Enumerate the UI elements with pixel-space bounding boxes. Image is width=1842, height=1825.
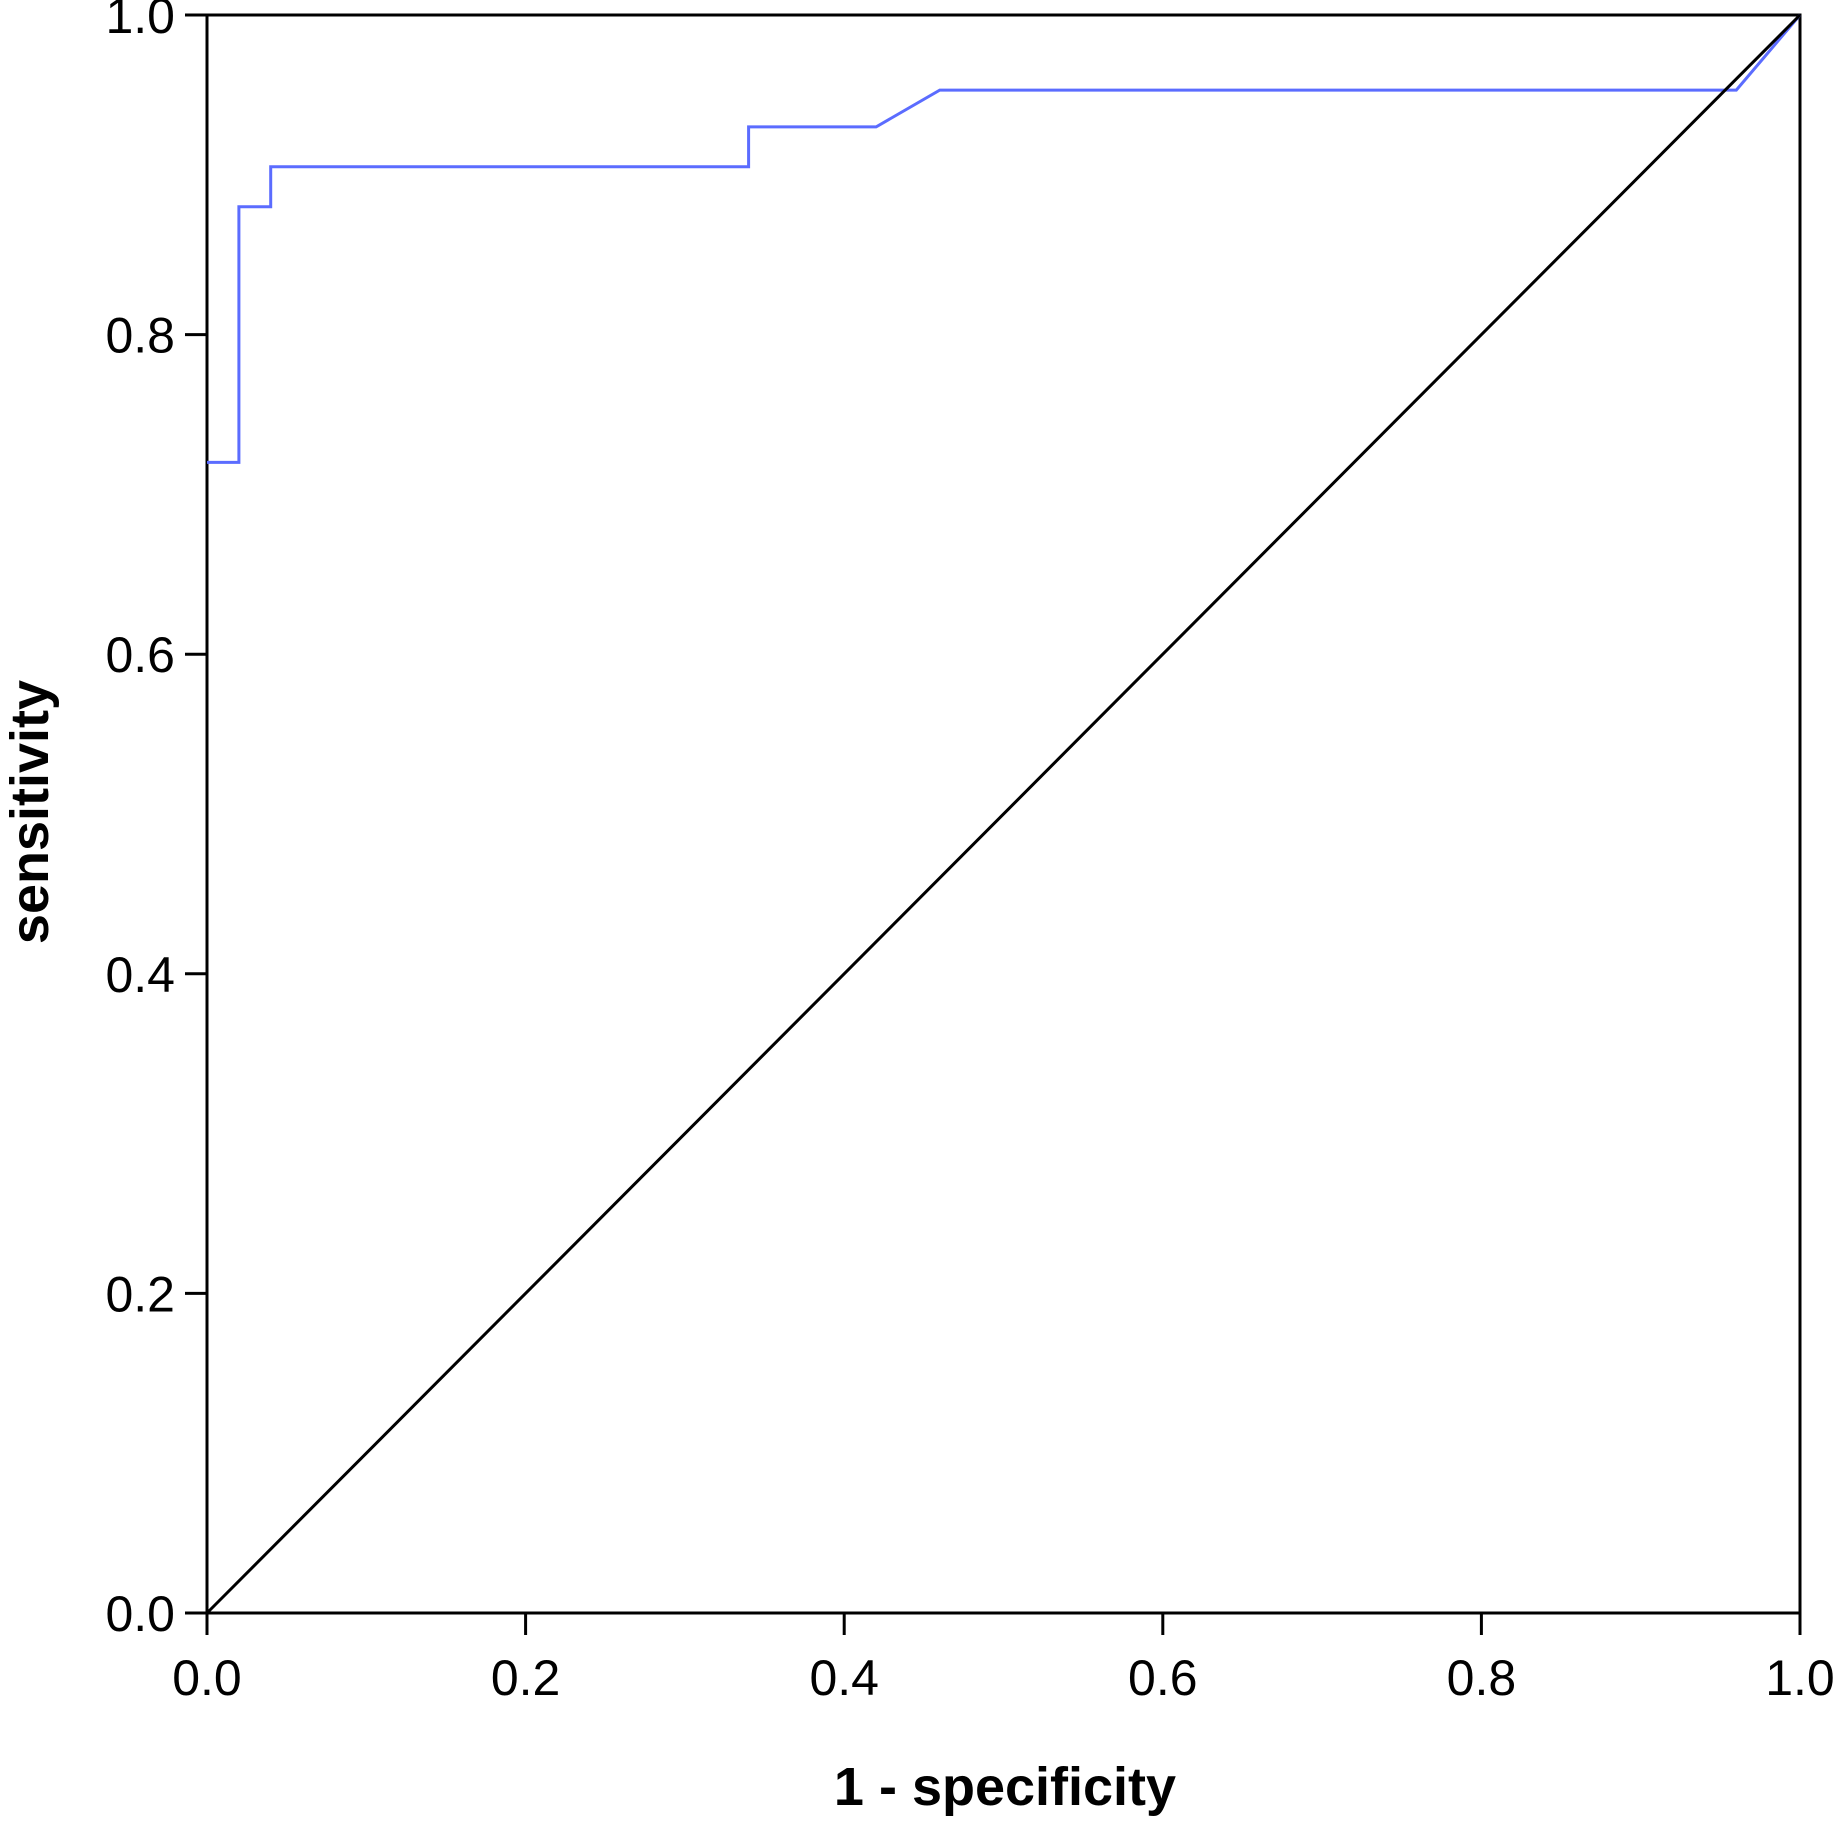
y-axis-label: sensitivity <box>0 680 60 944</box>
plot-frame <box>205 13 1802 1615</box>
x-tick-label-3: 0.6 <box>1128 1650 1198 1706</box>
y-tick-label-2: 0.4 <box>105 947 175 1003</box>
y-tick-label-1: 0.2 <box>105 1266 175 1322</box>
y-tick-label-4: 0.8 <box>105 308 175 364</box>
y-tick-label-5: 1.0 <box>105 0 175 44</box>
y-tick-label-0: 0.0 <box>105 1586 175 1642</box>
y-tick-label-3: 0.6 <box>105 627 175 683</box>
plot-area: 0.0 0.2 0.4 0.6 0.8 1.0 0.0 0.2 0.4 0.6 0.8 1.0 <box>105 0 1834 1706</box>
roc-curve-line <box>207 14 1802 464</box>
reference-diagonal-line <box>205 13 1802 1615</box>
x-tick-label-1: 0.2 <box>491 1650 561 1706</box>
x-tick-label-4: 0.8 <box>1447 1650 1517 1706</box>
x-tick-label-0: 0.0 <box>172 1650 242 1706</box>
x-tick-label-5: 1.0 <box>1765 1650 1835 1706</box>
x-axis-label: 1 - specificity <box>834 1757 1176 1817</box>
x-tick-label-2: 0.4 <box>809 1650 879 1706</box>
